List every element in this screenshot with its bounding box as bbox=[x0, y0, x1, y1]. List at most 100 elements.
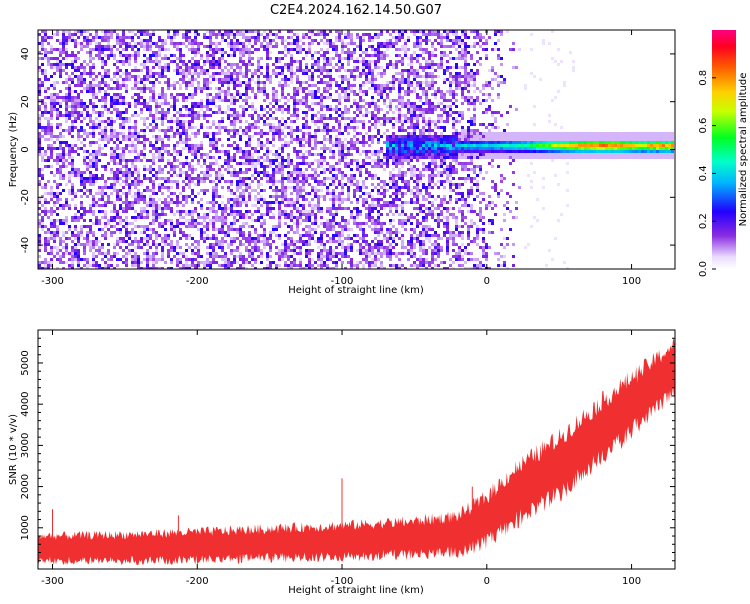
heat-cell bbox=[89, 192, 92, 195]
heat-cell bbox=[188, 60, 191, 63]
heat-cell bbox=[317, 201, 320, 204]
heat-cell bbox=[209, 108, 212, 111]
heat-cell bbox=[155, 123, 158, 126]
heat-cell bbox=[80, 105, 83, 108]
heat-cell bbox=[59, 75, 62, 78]
heat-cell bbox=[242, 156, 245, 159]
heat-cell bbox=[335, 108, 338, 111]
heat-cell bbox=[50, 75, 53, 78]
heat-cell bbox=[179, 153, 182, 156]
heat-cell bbox=[245, 171, 248, 174]
heat-cell bbox=[137, 42, 140, 45]
heat-cell bbox=[119, 177, 122, 180]
heat-cell bbox=[47, 252, 50, 255]
heat-cell bbox=[368, 102, 371, 105]
heat-cell bbox=[41, 261, 44, 264]
heat-cell bbox=[194, 177, 197, 180]
heat-cell bbox=[194, 264, 197, 267]
heat-cell bbox=[260, 234, 263, 237]
heat-cell bbox=[332, 198, 335, 201]
heat-cell bbox=[293, 72, 296, 75]
heat-cell bbox=[347, 87, 350, 90]
heat-cell bbox=[218, 171, 221, 174]
heat-cell bbox=[284, 159, 287, 162]
heat-cell bbox=[335, 39, 338, 42]
heat-cell bbox=[89, 183, 92, 186]
heat-cell bbox=[74, 243, 77, 246]
heat-cell bbox=[47, 264, 50, 267]
heat-cell bbox=[68, 117, 71, 120]
heat-cell bbox=[278, 252, 281, 255]
heat-cell bbox=[302, 204, 305, 207]
heat-cell bbox=[326, 105, 329, 108]
heat-cell bbox=[239, 255, 242, 258]
heat-cell bbox=[146, 204, 149, 207]
heat-cell bbox=[308, 210, 311, 213]
heat-cell bbox=[149, 60, 152, 63]
heat-cell bbox=[365, 216, 368, 219]
heat-cell bbox=[236, 114, 239, 117]
heat-cell bbox=[155, 126, 158, 129]
heat-cell bbox=[251, 108, 254, 111]
heat-cell bbox=[269, 204, 272, 207]
heat-cell bbox=[38, 168, 41, 171]
heat-cell bbox=[320, 249, 323, 252]
heat-cell bbox=[293, 258, 296, 261]
heat-cell bbox=[326, 249, 329, 252]
heat-cell bbox=[329, 39, 332, 42]
heat-cell bbox=[266, 96, 269, 99]
heat-cell bbox=[83, 81, 86, 84]
heat-cell bbox=[362, 192, 365, 195]
heat-cell bbox=[140, 183, 143, 186]
heat-cell bbox=[95, 48, 98, 51]
heat-cell bbox=[44, 258, 47, 261]
heat-cell bbox=[221, 111, 224, 114]
heat-cell bbox=[245, 102, 248, 105]
heat-cell bbox=[275, 66, 278, 69]
heat-cell bbox=[185, 138, 188, 141]
heat-cell bbox=[338, 237, 341, 240]
heat-cell bbox=[98, 210, 101, 213]
heat-cell bbox=[329, 222, 332, 225]
heat-cell bbox=[125, 120, 128, 123]
heat-cell bbox=[152, 162, 155, 165]
heat-cell bbox=[332, 216, 335, 219]
heat-cell bbox=[74, 237, 77, 240]
heat-cell bbox=[221, 264, 224, 267]
heat-cell bbox=[320, 96, 323, 99]
heat-cell bbox=[131, 201, 134, 204]
heat-cell bbox=[80, 183, 83, 186]
heat-cell bbox=[293, 252, 296, 255]
heat-cell bbox=[344, 78, 347, 81]
heat-cell bbox=[59, 96, 62, 99]
heat-cell bbox=[191, 192, 194, 195]
heat-cell bbox=[110, 147, 113, 150]
heat-cell bbox=[365, 213, 368, 216]
heat-cell bbox=[68, 132, 71, 135]
heat-cell bbox=[62, 252, 65, 255]
heat-cell bbox=[347, 246, 350, 249]
heat-cell bbox=[209, 156, 212, 159]
heat-cell bbox=[260, 114, 263, 117]
heat-cell bbox=[287, 30, 290, 33]
heat-cell bbox=[356, 264, 359, 267]
heat-cell bbox=[98, 45, 101, 48]
heat-cell bbox=[149, 222, 152, 225]
heat-cell bbox=[287, 144, 290, 147]
heat-cell bbox=[47, 237, 50, 240]
heat-cell bbox=[200, 180, 203, 183]
heat-cell bbox=[311, 198, 314, 201]
heat-cell bbox=[101, 165, 104, 168]
heat-cell bbox=[50, 258, 53, 261]
heat-cell bbox=[179, 252, 182, 255]
heat-cell bbox=[266, 111, 269, 114]
heat-cell bbox=[227, 243, 230, 246]
heat-cell bbox=[83, 258, 86, 261]
heat-cell bbox=[272, 177, 275, 180]
heat-cell bbox=[311, 117, 314, 120]
heat-cell bbox=[74, 249, 77, 252]
heat-cell bbox=[260, 171, 263, 174]
heat-cell bbox=[113, 180, 116, 183]
heat-cell bbox=[179, 78, 182, 81]
heat-cell bbox=[155, 141, 158, 144]
